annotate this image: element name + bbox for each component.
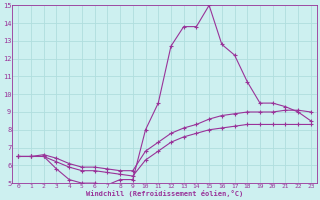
X-axis label: Windchill (Refroidissement éolien,°C): Windchill (Refroidissement éolien,°C): [86, 190, 243, 197]
